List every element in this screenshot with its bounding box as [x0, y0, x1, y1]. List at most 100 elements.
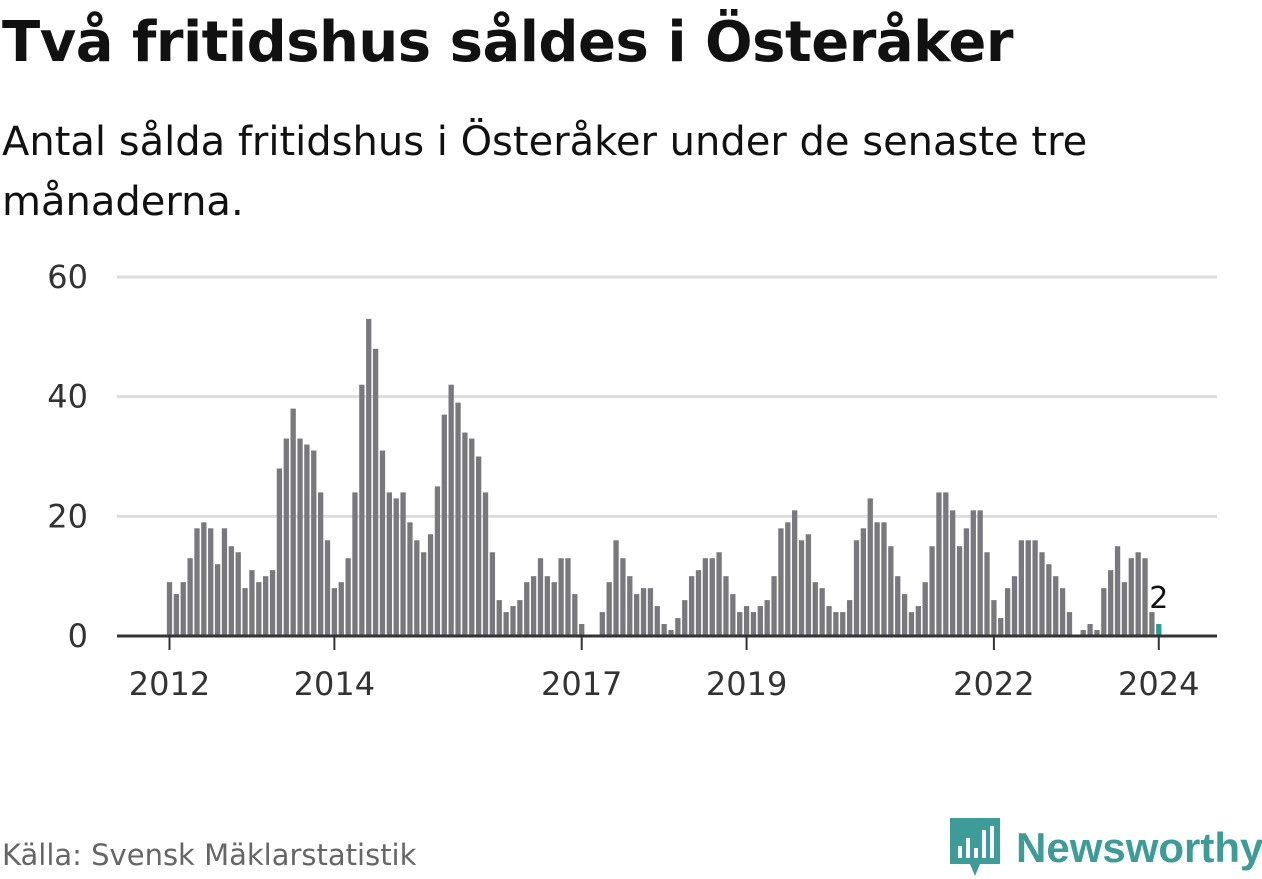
bar [963, 528, 970, 636]
bar [269, 570, 276, 636]
bar [702, 558, 709, 636]
x-tick-label: 2022 [953, 665, 1034, 703]
bar [661, 624, 667, 636]
y-tick-label: 40 [47, 378, 88, 416]
bar [166, 582, 173, 636]
bar [572, 594, 578, 636]
bar [709, 558, 715, 636]
source-note: Källa: Svensk Mäklarstatistik [2, 838, 417, 872]
bar [565, 558, 571, 636]
bar [221, 528, 228, 636]
bar [366, 318, 372, 636]
bar [1046, 564, 1052, 636]
bar [970, 510, 976, 636]
bar [427, 534, 434, 636]
bar [462, 432, 468, 636]
bar [778, 528, 784, 636]
x-tick-label: 2017 [541, 665, 622, 703]
bar [620, 558, 626, 636]
bar [1066, 612, 1073, 636]
bar [1025, 540, 1031, 636]
bar [242, 588, 248, 636]
bar [654, 606, 660, 636]
bar [524, 582, 530, 636]
bar [503, 612, 509, 636]
bar [977, 510, 983, 636]
bars [166, 318, 1162, 636]
bar [1135, 552, 1141, 636]
bar [1059, 588, 1066, 636]
bar [393, 498, 399, 636]
bar [180, 582, 186, 636]
bar [668, 630, 674, 636]
bar [757, 606, 763, 636]
bar [324, 540, 331, 636]
brand-name: Newsworthy [1016, 824, 1262, 871]
bar [208, 528, 214, 636]
bar [640, 588, 647, 636]
bar [379, 450, 386, 636]
bar [455, 402, 461, 636]
bar [228, 546, 234, 636]
x-tick-label: 2014 [294, 665, 375, 703]
bar [950, 510, 956, 636]
bar [1080, 630, 1086, 636]
bar [359, 384, 365, 636]
bar [558, 558, 564, 636]
bar [613, 540, 619, 636]
bar [551, 582, 557, 636]
axes [117, 634, 1217, 650]
bar [276, 468, 283, 636]
bar [489, 552, 496, 636]
bar [647, 588, 654, 636]
bar [819, 588, 825, 636]
bar [263, 576, 269, 636]
bar [764, 600, 770, 636]
bar [372, 348, 379, 636]
bar [256, 582, 262, 636]
bar [297, 438, 303, 636]
bar [915, 606, 921, 636]
bar [510, 606, 516, 636]
bar [283, 438, 289, 636]
bar [579, 624, 585, 636]
newsworthy-icon [950, 818, 1000, 876]
bar [290, 408, 296, 636]
data-label-latest: 2 [1149, 581, 1168, 616]
bar [984, 552, 990, 636]
bar [214, 564, 221, 636]
y-tick-label: 60 [47, 258, 88, 296]
bar [1004, 588, 1011, 636]
bar [901, 594, 908, 636]
bar-chart: 0 20 40 60 2012 2014 2017 2019 2022 2024 2 [47, 258, 1217, 703]
bar [235, 552, 241, 636]
bar [929, 546, 935, 636]
bar [311, 450, 317, 636]
bar [1128, 558, 1134, 636]
bar [826, 606, 832, 636]
bar [249, 570, 255, 636]
bar [998, 618, 1004, 636]
bar [317, 492, 324, 636]
bar [874, 522, 880, 636]
bar [833, 612, 839, 636]
bar [386, 492, 392, 636]
bar [1114, 546, 1121, 636]
bar [407, 522, 413, 636]
bar [798, 540, 805, 636]
bar [943, 492, 949, 636]
bar [991, 600, 997, 636]
y-tick-label: 20 [47, 497, 88, 535]
bar [627, 576, 633, 636]
bar [187, 558, 193, 636]
bar [737, 612, 743, 636]
bar [482, 492, 489, 636]
bar [1101, 588, 1107, 636]
bar [860, 528, 867, 636]
bar [750, 612, 757, 636]
bar [743, 606, 750, 636]
y-tick-label: 0 [68, 617, 88, 655]
bar [434, 486, 441, 636]
bar [730, 594, 736, 636]
bar [345, 558, 351, 636]
